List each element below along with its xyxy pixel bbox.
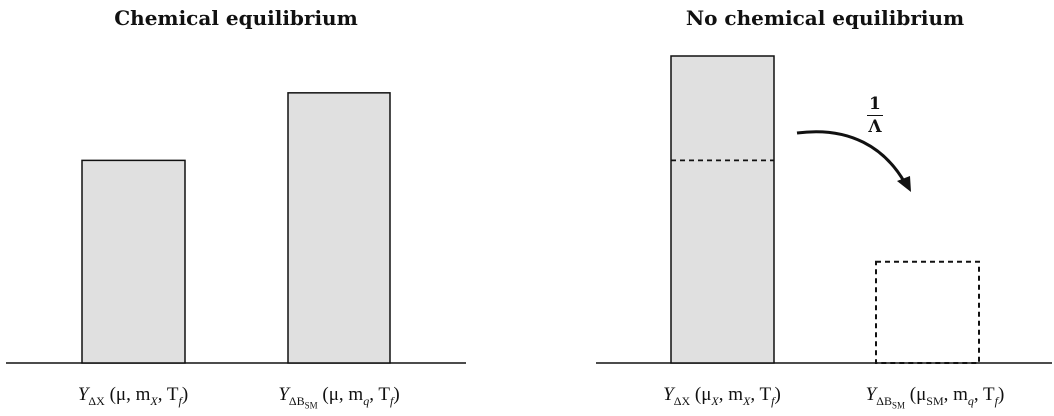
decay-arrow [796, 130, 907, 184]
left-bar-1 [81, 159, 186, 364]
right-bar-2 [875, 260, 980, 364]
rate-numerator: 1 [869, 94, 881, 114]
label-left-bar2: YΔBSM (μ, mq, Tf) [278, 384, 400, 411]
left-panel-title: Chemical equilibrium [114, 6, 358, 30]
rate-denominator: Λ [868, 117, 882, 137]
label-right-bar1: YΔX (μX, mX, Tf) [663, 384, 781, 408]
decay-arrow-head [897, 176, 911, 192]
label-left-bar1: YΔX (μ, mX, Tf) [77, 384, 189, 408]
left-bar-2 [287, 92, 391, 364]
right-panel-title: No chemical equilibrium [685, 6, 965, 30]
decay-rate-label: 1 Λ [866, 96, 884, 136]
rate-fraction-bar [866, 115, 883, 116]
label-right-bar2: YΔBSM (μSM, mq, Tf) [865, 384, 1005, 411]
right-bar-1 [670, 55, 775, 364]
